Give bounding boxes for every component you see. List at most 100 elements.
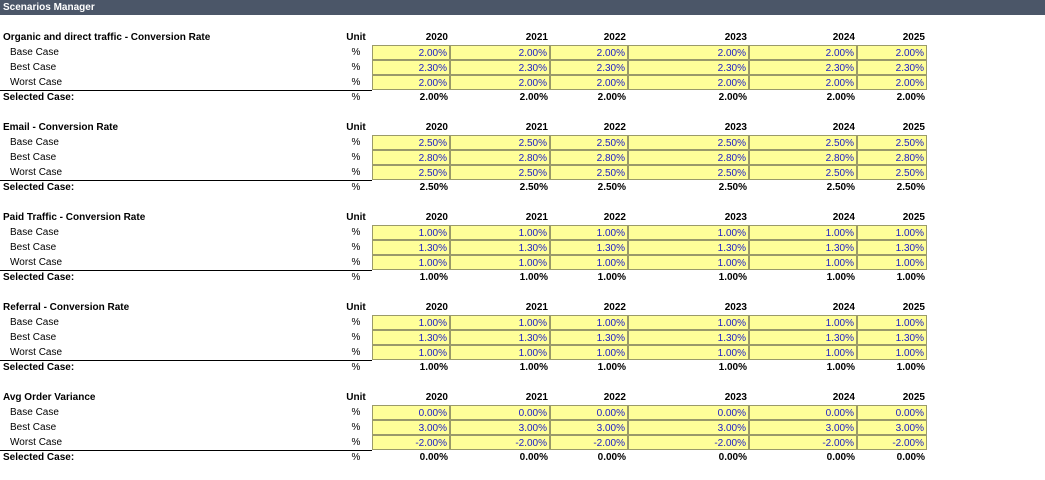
input-cell[interactable]: 1.00% <box>372 315 450 330</box>
input-cell[interactable]: 3.00% <box>628 420 749 435</box>
case-row: Best Case % 3.00% 3.00% 3.00% 3.00% 3.00… <box>0 420 1045 435</box>
input-cell[interactable]: 1.00% <box>372 345 450 360</box>
unit-header: Unit <box>346 32 366 43</box>
input-cell[interactable]: 2.00% <box>628 75 749 90</box>
unit-cell: % <box>351 227 361 238</box>
input-cell[interactable]: 1.30% <box>857 240 927 255</box>
input-cell[interactable]: 2.50% <box>450 135 550 150</box>
case-label: Base Case <box>10 317 59 328</box>
input-cell[interactable]: 2.80% <box>857 150 927 165</box>
input-cell[interactable]: 2.30% <box>628 60 749 75</box>
input-cell[interactable]: 3.00% <box>857 420 927 435</box>
input-cell[interactable]: 1.30% <box>450 330 550 345</box>
input-cell[interactable]: -2.00% <box>372 435 450 450</box>
input-cell[interactable]: 2.30% <box>550 60 628 75</box>
input-cell[interactable]: 2.80% <box>628 150 749 165</box>
input-cell[interactable]: 2.50% <box>550 165 628 180</box>
input-cell[interactable]: 2.00% <box>372 75 450 90</box>
input-cell[interactable]: 1.00% <box>550 315 628 330</box>
input-cell[interactable]: 2.00% <box>550 45 628 60</box>
input-cell[interactable]: 0.00% <box>372 405 450 420</box>
input-cell[interactable]: 0.00% <box>450 405 550 420</box>
input-cell[interactable]: -2.00% <box>857 435 927 450</box>
input-cell[interactable]: 2.50% <box>857 135 927 150</box>
input-cell[interactable]: 1.00% <box>857 255 927 270</box>
input-cell[interactable]: 2.50% <box>628 135 749 150</box>
input-cell[interactable]: 1.00% <box>628 315 749 330</box>
input-cell[interactable]: 2.80% <box>450 150 550 165</box>
input-cell[interactable]: 2.00% <box>450 75 550 90</box>
input-cell[interactable]: -2.00% <box>749 435 857 450</box>
input-cell[interactable]: -2.00% <box>450 435 550 450</box>
input-cell[interactable]: 1.00% <box>550 225 628 240</box>
input-cell[interactable]: 1.00% <box>749 315 857 330</box>
input-cell[interactable]: 1.00% <box>628 225 749 240</box>
input-cell[interactable]: 2.00% <box>749 75 857 90</box>
input-cell[interactable]: 1.00% <box>628 345 749 360</box>
input-cell[interactable]: 2.50% <box>372 165 450 180</box>
selected-value: 1.00% <box>519 272 548 283</box>
input-cell[interactable]: 1.00% <box>550 255 628 270</box>
input-cell[interactable]: 1.00% <box>857 345 927 360</box>
input-cell[interactable]: 2.50% <box>628 165 749 180</box>
input-cell[interactable]: 2.00% <box>749 45 857 60</box>
input-cell[interactable]: 0.00% <box>628 405 749 420</box>
input-cell[interactable]: 1.30% <box>628 330 749 345</box>
input-cell[interactable]: 1.00% <box>372 255 450 270</box>
input-cell[interactable]: 1.00% <box>450 225 550 240</box>
input-cell[interactable]: 2.50% <box>450 165 550 180</box>
input-cell[interactable]: 1.30% <box>372 330 450 345</box>
input-cell[interactable]: 0.00% <box>857 405 927 420</box>
input-cell[interactable]: 1.30% <box>450 240 550 255</box>
input-cell[interactable]: 2.50% <box>550 135 628 150</box>
input-cell[interactable]: 0.00% <box>749 405 857 420</box>
input-cell[interactable]: 1.00% <box>450 345 550 360</box>
input-cell[interactable]: 1.30% <box>749 240 857 255</box>
input-cell[interactable]: 3.00% <box>550 420 628 435</box>
input-cell[interactable]: 2.30% <box>857 60 927 75</box>
input-cell[interactable]: 2.00% <box>450 45 550 60</box>
input-cell[interactable]: 1.30% <box>857 330 927 345</box>
input-cell[interactable]: 1.00% <box>749 255 857 270</box>
input-cell[interactable]: 2.80% <box>550 150 628 165</box>
year-header: 2020 <box>425 212 448 223</box>
input-cell[interactable]: 2.30% <box>372 60 450 75</box>
input-cell[interactable]: 2.80% <box>749 150 857 165</box>
input-cell[interactable]: -2.00% <box>628 435 749 450</box>
input-cell[interactable]: 1.00% <box>749 225 857 240</box>
input-cell[interactable]: 3.00% <box>749 420 857 435</box>
case-row: Worst Case % 2.50% 2.50% 2.50% 2.50% 2.5… <box>0 165 1045 180</box>
input-cell[interactable]: 2.00% <box>372 45 450 60</box>
input-cell[interactable]: 1.30% <box>628 240 749 255</box>
input-cell[interactable]: 3.00% <box>372 420 450 435</box>
input-cell[interactable]: 2.30% <box>450 60 550 75</box>
selected-value: 2.00% <box>826 92 855 103</box>
input-cell[interactable]: 2.00% <box>628 45 749 60</box>
input-cell[interactable]: 0.00% <box>550 405 628 420</box>
input-cell[interactable]: 2.80% <box>372 150 450 165</box>
input-cell[interactable]: 1.00% <box>450 315 550 330</box>
year-header: 2024 <box>832 302 855 313</box>
input-cell[interactable]: 2.50% <box>372 135 450 150</box>
input-cell[interactable]: 2.50% <box>749 165 857 180</box>
input-cell[interactable]: 2.00% <box>550 75 628 90</box>
input-cell[interactable]: -2.00% <box>550 435 628 450</box>
input-cell[interactable]: 1.00% <box>450 255 550 270</box>
input-cell[interactable]: 2.00% <box>857 45 927 60</box>
input-cell[interactable]: 1.30% <box>749 330 857 345</box>
input-cell[interactable]: 1.00% <box>550 345 628 360</box>
input-cell[interactable]: 3.00% <box>450 420 550 435</box>
input-cell[interactable]: 1.00% <box>857 315 927 330</box>
input-cell[interactable]: 2.30% <box>749 60 857 75</box>
input-cell[interactable]: 1.00% <box>857 225 927 240</box>
input-cell[interactable]: 1.00% <box>749 345 857 360</box>
input-cell[interactable]: 1.30% <box>372 240 450 255</box>
input-cell[interactable]: 1.30% <box>550 330 628 345</box>
input-cell[interactable]: 2.00% <box>857 75 927 90</box>
case-label: Worst Case <box>10 167 63 178</box>
input-cell[interactable]: 1.00% <box>372 225 450 240</box>
input-cell[interactable]: 1.30% <box>550 240 628 255</box>
input-cell[interactable]: 2.50% <box>857 165 927 180</box>
input-cell[interactable]: 1.00% <box>628 255 749 270</box>
input-cell[interactable]: 2.50% <box>749 135 857 150</box>
